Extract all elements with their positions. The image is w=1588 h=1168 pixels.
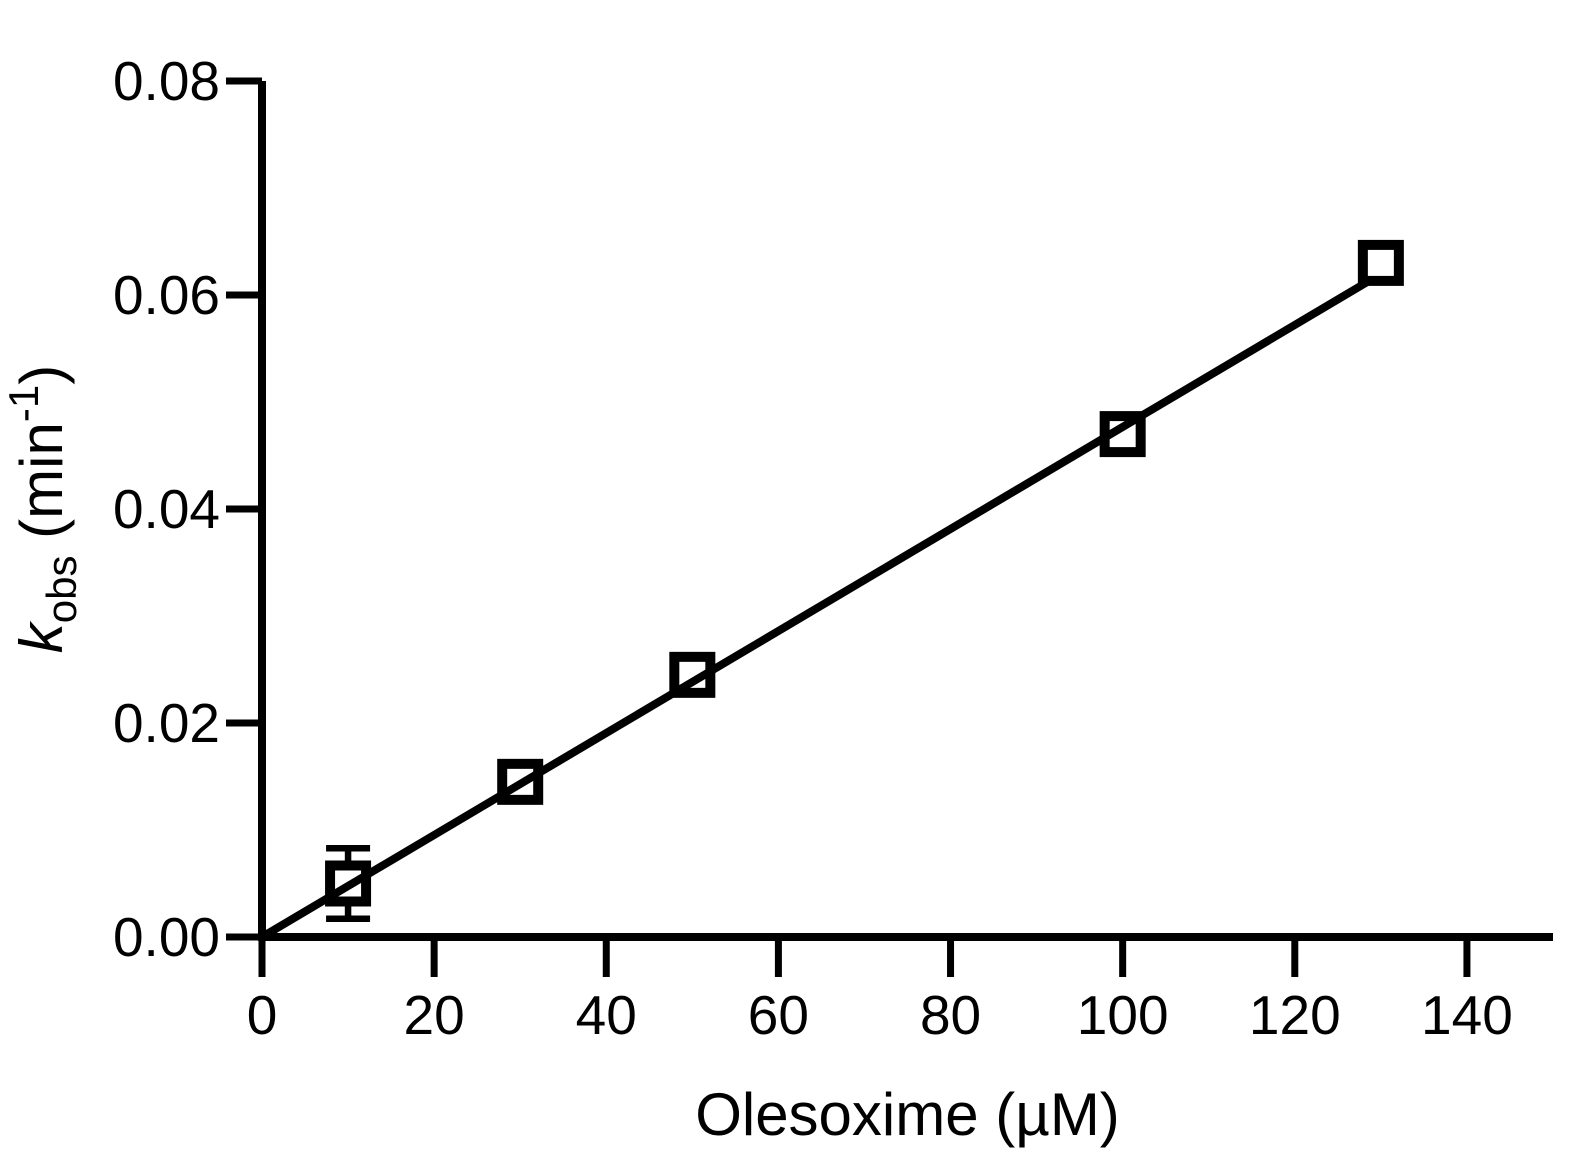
axis-labels: 0 20 40 60 80 100 120 140 0.00 0.02 0.04 0.06 0.08 Ol… [0, 50, 1513, 1148]
x-tick-label: 20 [404, 984, 465, 1046]
axis-frame [258, 81, 1553, 941]
x-tick-label: 60 [748, 984, 809, 1046]
y-tick-label: 0.02 [113, 692, 220, 754]
x-tick-label: 80 [920, 984, 981, 1046]
data-point-marker [1357, 239, 1404, 286]
x-tick-label: 40 [576, 984, 637, 1046]
data-point-marker [497, 758, 544, 805]
x-axis-title: Olesoxime (µM) [695, 1081, 1120, 1148]
data-series [259, 239, 1404, 941]
x-tick-label: 140 [1421, 984, 1513, 1046]
y-axis-title: kobs (min-1) [0, 365, 85, 653]
fit-line [259, 277, 1371, 941]
y-tick-label: 0.08 [113, 50, 220, 112]
x-tick-label: 0 [247, 984, 278, 1046]
data-point-marker [1099, 411, 1146, 458]
data-point-marker [669, 651, 716, 698]
y-tick-label: 0.00 [113, 906, 220, 968]
y-tick-label: 0.06 [113, 264, 220, 326]
x-tick-label: 120 [1249, 984, 1341, 1046]
x-tick-label: 100 [1077, 984, 1169, 1046]
data-point-marker [325, 860, 372, 907]
y-tick-label: 0.04 [113, 478, 220, 540]
